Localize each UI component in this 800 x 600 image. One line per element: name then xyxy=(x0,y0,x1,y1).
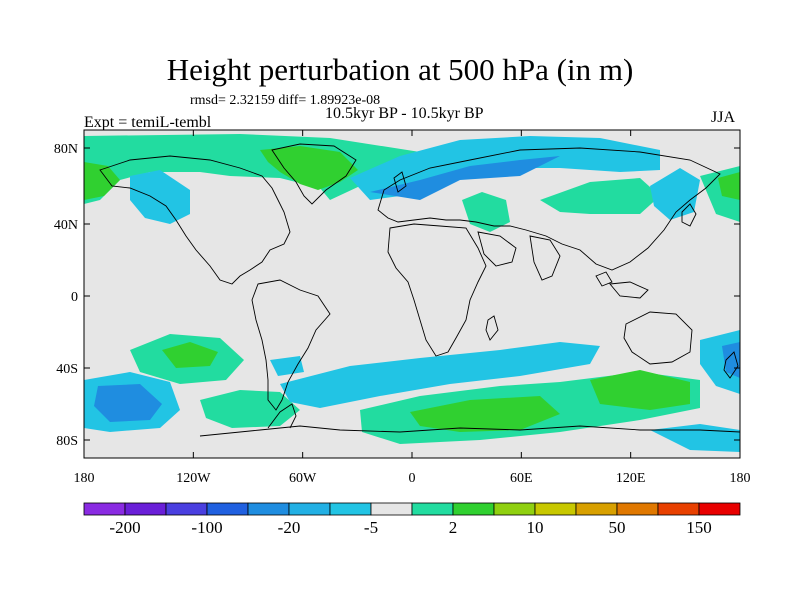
anomaly-region-south-atlantic xyxy=(280,342,600,408)
coastline-arabia xyxy=(477,231,517,267)
color-legend: -200 -100 -20 -5 2 10 50 150 xyxy=(83,502,741,537)
legend-label: -200 xyxy=(109,518,140,537)
legend-swatch xyxy=(616,502,659,516)
coastline-greenland xyxy=(271,143,357,205)
legend-label: -100 xyxy=(191,518,222,537)
legend-swatch xyxy=(206,502,249,516)
anomaly-region-africa-south xyxy=(270,356,304,376)
statistics-text: rmsd= 2.32159 diff= 1.89923e-08 xyxy=(190,93,381,108)
coastline-madagascar xyxy=(485,315,499,341)
legend-swatch xyxy=(329,502,372,516)
experiment-label: Expt = temiL-tembl xyxy=(84,114,212,131)
legend-label: -20 xyxy=(278,518,301,537)
legend-label: 50 xyxy=(609,518,626,537)
legend-swatch xyxy=(493,502,536,516)
lon-label: 180 xyxy=(730,471,751,486)
legend-swatch xyxy=(575,502,618,516)
lon-label: 60E xyxy=(510,471,533,486)
coastline-north-america xyxy=(99,155,291,285)
lat-label: 40S xyxy=(56,362,78,377)
anomaly-region-south-pacific-band-core xyxy=(94,384,162,422)
lat-label: 80S xyxy=(56,434,78,449)
page-title: Height perturbation at 500 hPa (in m) xyxy=(166,52,634,87)
anomaly-region-indian-ocean-core xyxy=(410,396,560,432)
legend-swatch xyxy=(370,502,413,516)
coastline-japan xyxy=(681,203,697,227)
anomaly-region-pacific-north xyxy=(130,170,190,224)
legend-swatch xyxy=(83,502,126,516)
lon-label: 120E xyxy=(616,471,646,486)
season-label: JJA xyxy=(711,109,736,126)
legend-swatch xyxy=(534,502,577,516)
lat-label: 0 xyxy=(71,290,78,305)
coastline-eurasia xyxy=(377,147,721,271)
coastline-antarctic-peninsula xyxy=(267,403,297,429)
coastline-indonesia xyxy=(595,271,649,299)
coastline-south-america xyxy=(251,279,331,411)
legend-swatch xyxy=(288,502,331,516)
coastline-new-zealand xyxy=(723,351,739,379)
coastline-africa xyxy=(387,223,487,357)
legend-label: -5 xyxy=(364,518,378,537)
anomaly-region-north-atlantic xyxy=(84,134,425,204)
legend-swatch xyxy=(698,502,741,516)
anomaly-region-central-asia xyxy=(540,178,660,214)
legend-swatch xyxy=(411,502,454,516)
coastline-antarctica xyxy=(199,425,740,437)
axis-ticks: 80N 40N 0 40S 80S 180 120W 60W 0 60E 120E 180 xyxy=(54,130,751,486)
legend-label: 150 xyxy=(686,518,712,537)
anomaly-region-greenland xyxy=(260,146,358,190)
legend-swatch xyxy=(657,502,700,516)
lon-label: 120W xyxy=(176,471,211,486)
anomaly-region-eurasia-core xyxy=(370,156,560,200)
period-label: 10.5kyr BP - 10.5kyr BP xyxy=(325,105,484,122)
lat-label: 40N xyxy=(54,218,78,233)
anomaly-region-pacific-east-core xyxy=(718,172,740,200)
lon-label: 60W xyxy=(289,471,317,486)
lat-label: 80N xyxy=(54,142,78,157)
lon-label: 180 xyxy=(74,471,95,486)
legend-swatch xyxy=(247,502,290,516)
coastline-india xyxy=(529,235,561,281)
legend-label: 10 xyxy=(527,518,544,537)
legend-swatch xyxy=(165,502,208,516)
coastlines xyxy=(99,143,740,437)
coastline-uk xyxy=(393,171,407,193)
lon-label: 0 xyxy=(409,471,416,486)
anomaly-region-alaska xyxy=(84,162,120,200)
anomaly-region-australia-south xyxy=(590,370,690,410)
legend-swatch xyxy=(124,502,167,516)
legend-label: 2 xyxy=(449,518,458,537)
anomaly-region-south-pacific-core xyxy=(162,342,218,368)
coastline-australia xyxy=(623,311,693,365)
legend-swatch xyxy=(452,502,495,516)
